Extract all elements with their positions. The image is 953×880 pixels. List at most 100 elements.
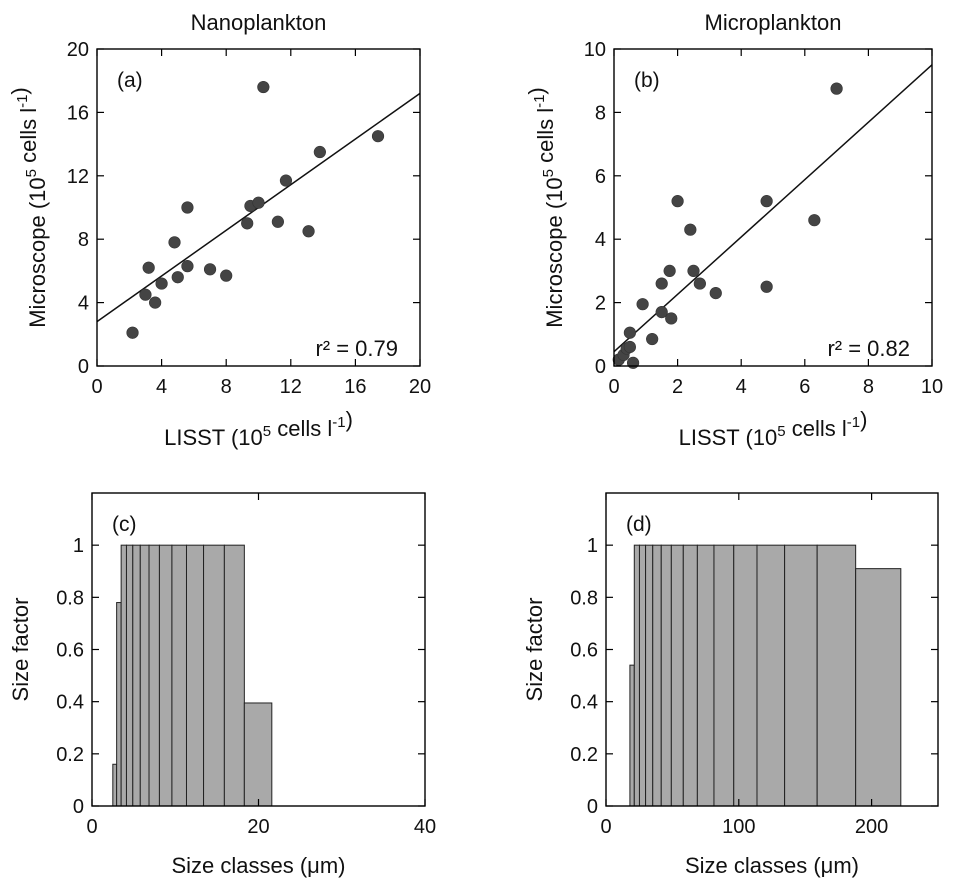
x-tick-label: 0	[91, 376, 102, 398]
data-point-3	[142, 261, 155, 274]
plot-frame	[613, 48, 933, 367]
chart-panel-b: 0 2 4 6 8 10 0 2 4 6 8 10 (b) Microplankton r² = 0.82 L…	[524, 10, 943, 450]
x-axis-label: Size classes (μm)	[685, 853, 859, 878]
data-point-21	[830, 82, 843, 95]
data-point-7	[636, 298, 649, 311]
bar-3	[638, 544, 647, 807]
y-axis-label: Microscope (105 cells l-1)	[7, 87, 50, 328]
data-point-18	[302, 225, 315, 238]
y-tick-label: 1	[73, 535, 84, 557]
y-axis-label-superscript: 5	[540, 169, 557, 177]
x-tick-label: 6	[799, 376, 810, 398]
y-tick-label: 10	[584, 39, 606, 61]
data-point-17	[279, 174, 293, 187]
x-axis-label-part: )	[860, 407, 867, 432]
bar-12	[756, 544, 786, 807]
bar-13	[243, 702, 273, 807]
bar-15	[855, 568, 902, 807]
data-point-6	[626, 356, 640, 369]
data-point-15	[687, 264, 700, 278]
y-tick-label: 0.4	[56, 692, 84, 714]
x-axis-label: LISST (105 cells l-1)	[164, 407, 353, 450]
x-tick-label: 0	[86, 816, 97, 838]
plot-frame	[96, 48, 421, 367]
x-tick-label: 20	[409, 376, 431, 398]
chart-title: Nanoplankton	[191, 10, 327, 35]
y-axis-label-superscript: 5	[23, 169, 40, 177]
bar-14	[816, 544, 857, 807]
y-tick-label: 0.2	[56, 744, 84, 766]
x-axis-label-superscript: -1	[847, 414, 860, 431]
chart-panel-c: 0 20 40 0 0.2 0.4 0.6 0.8 1 (c) Size classes (μm) S…	[8, 492, 436, 878]
y-tick-label: 2	[595, 293, 606, 315]
x-tick-label: 8	[863, 376, 874, 398]
data-point-18	[760, 195, 773, 208]
bar-1	[112, 763, 118, 807]
y-tick-label: 8	[595, 102, 606, 124]
data-point-20	[371, 130, 385, 143]
y-tick-label: 0	[587, 796, 598, 818]
data-point-14	[252, 196, 265, 209]
y-tick-label: 0.8	[56, 587, 84, 609]
y-tick-label: 0	[78, 356, 89, 378]
panel-label: (b)	[634, 69, 660, 92]
data-point-9	[655, 306, 668, 319]
data-point-5	[623, 326, 637, 339]
x-tick-label: 16	[344, 376, 366, 398]
x-axis-label: LISST (105 cells l-1)	[679, 407, 868, 450]
y-axis-label: Size factor	[8, 598, 33, 702]
x-axis-label-part: )	[346, 407, 353, 432]
data-point-17	[709, 286, 722, 300]
bar-5	[652, 544, 662, 807]
panel-label: (c)	[112, 513, 137, 536]
bar-6	[660, 544, 672, 807]
bar-10	[713, 544, 735, 807]
data-point-15	[257, 80, 270, 94]
x-tick-label: 20	[247, 816, 269, 838]
x-tick-label: 200	[855, 816, 888, 838]
data-point-10	[655, 277, 668, 290]
y-axis-label-part: cells l	[533, 108, 558, 169]
data-point-11	[663, 264, 676, 278]
chart-panel-a: 0 4 8 12 16 20 0 4 8 12 16 20 (a) Nanoplankton r² = 0.…	[7, 10, 431, 450]
x-tick-label: 8	[221, 376, 232, 398]
x-tick-label: 0	[600, 816, 611, 838]
y-tick-label: 6	[595, 166, 606, 188]
y-axis-label-part: Size factor	[8, 598, 33, 702]
x-tick-label: 40	[414, 816, 436, 838]
y-axis-label-part: cells l	[16, 108, 41, 169]
data-point-12	[241, 217, 254, 230]
y-tick-label: 0.2	[570, 744, 598, 766]
data-point-8	[181, 260, 194, 273]
panel-label: (d)	[626, 513, 652, 536]
y-axis-label-superscript: -1	[531, 95, 548, 108]
bar-1	[629, 664, 635, 807]
y-tick-label: 0.4	[570, 692, 598, 714]
y-tick-label: 0	[595, 356, 606, 378]
y-axis-label-part: Microscope (10	[25, 177, 50, 327]
bar-11	[733, 544, 758, 807]
bar-2	[633, 544, 640, 807]
data-point-2	[139, 288, 152, 301]
regression-line	[613, 64, 933, 353]
x-tick-label: 2	[672, 376, 683, 398]
data-point-16	[693, 277, 706, 290]
y-axis-label-part: )	[524, 87, 549, 94]
bar-7	[670, 544, 684, 807]
bar-11	[203, 544, 225, 807]
bar-4	[125, 544, 134, 807]
x-axis-label-part: Size classes (μm)	[171, 853, 345, 878]
x-tick-label: 10	[921, 376, 943, 398]
data-point-12	[665, 312, 678, 325]
bar-9	[171, 544, 187, 807]
data-point-10	[203, 263, 217, 276]
bar-7	[148, 544, 160, 807]
y-axis-label-superscript: -1	[14, 95, 31, 108]
y-tick-label: 0.6	[56, 640, 84, 662]
panel-label: (a)	[117, 69, 143, 92]
x-axis-label-superscript: 5	[777, 423, 785, 440]
data-point-9	[181, 201, 194, 214]
y-tick-label: 20	[67, 39, 89, 61]
y-tick-label: 0	[73, 796, 84, 818]
